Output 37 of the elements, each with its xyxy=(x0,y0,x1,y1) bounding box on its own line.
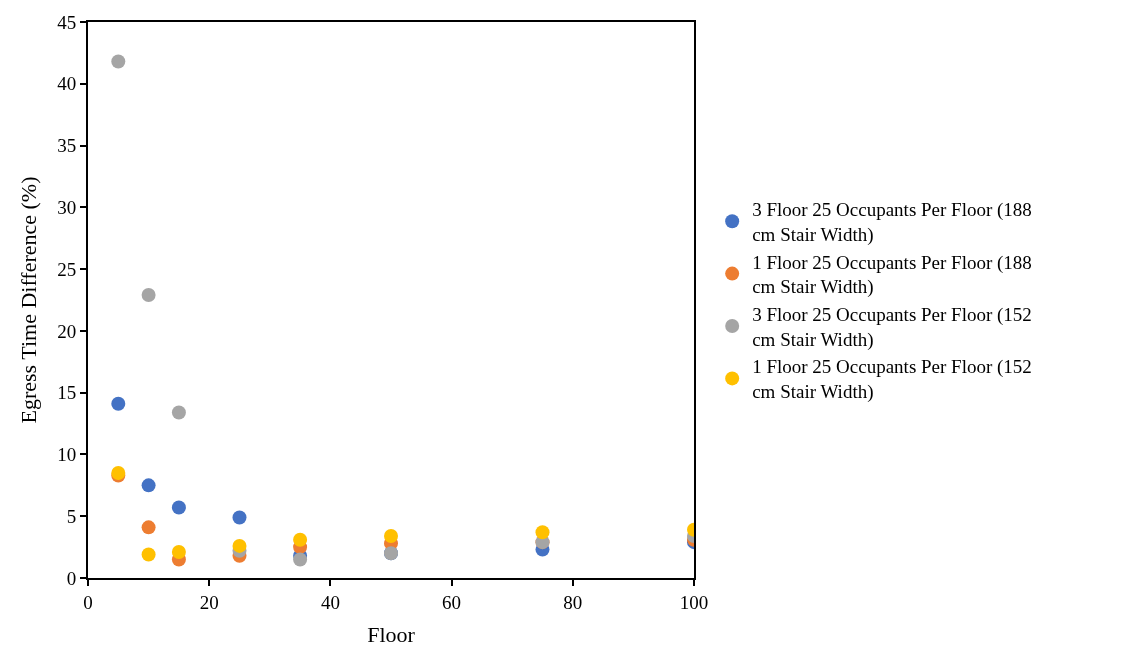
x-tick-label: 80 xyxy=(563,591,583,613)
point xyxy=(171,545,186,560)
y-tick-label: 10 xyxy=(57,444,77,466)
point xyxy=(535,525,550,540)
point xyxy=(111,54,126,69)
point xyxy=(232,538,247,553)
legend-label: 3 Floor 25 Occupants Per Floor (188 cm Stair Width) xyxy=(752,199,1032,246)
point xyxy=(232,510,247,525)
point xyxy=(141,547,156,562)
legend-label: 3 Floor 25 Occupants Per Floor (152 cm Stair Width) xyxy=(752,304,1032,351)
y-tick-label: 25 xyxy=(57,258,77,280)
x-tick-label: 100 xyxy=(679,591,709,613)
x-axis-title: Floor xyxy=(367,622,416,648)
point xyxy=(141,478,156,493)
y-tick-label: 15 xyxy=(57,382,77,404)
y-tick-label: 30 xyxy=(57,196,77,218)
legend-label: 1 Floor 25 Occupants Per Floor (152 cm Stair Width) xyxy=(752,356,1032,404)
point xyxy=(111,396,126,411)
point xyxy=(293,552,308,567)
y-tick-label: 35 xyxy=(57,135,77,157)
y-tick-label: 45 xyxy=(57,11,77,33)
x-tick-label: 0 xyxy=(83,591,93,613)
y-tick-label: 20 xyxy=(57,320,77,342)
x-tick-label: 60 xyxy=(442,591,462,613)
x-tick-label: 40 xyxy=(320,591,340,613)
y-tick-label: 40 xyxy=(57,73,77,95)
point xyxy=(293,532,308,547)
y-tick-label: 0 xyxy=(66,567,77,589)
point xyxy=(141,520,156,535)
y-axis-title: Egress Time Difference (%) xyxy=(15,176,41,424)
legend-label: 1 Floor 25 Occupants Per Floor (188 cm Stair Width) xyxy=(752,251,1032,299)
y-tick-label: 5 xyxy=(66,505,77,527)
x-tick-label: 20 xyxy=(199,591,219,613)
point xyxy=(171,500,186,515)
point xyxy=(384,528,398,543)
point xyxy=(171,405,186,420)
point xyxy=(141,288,156,303)
